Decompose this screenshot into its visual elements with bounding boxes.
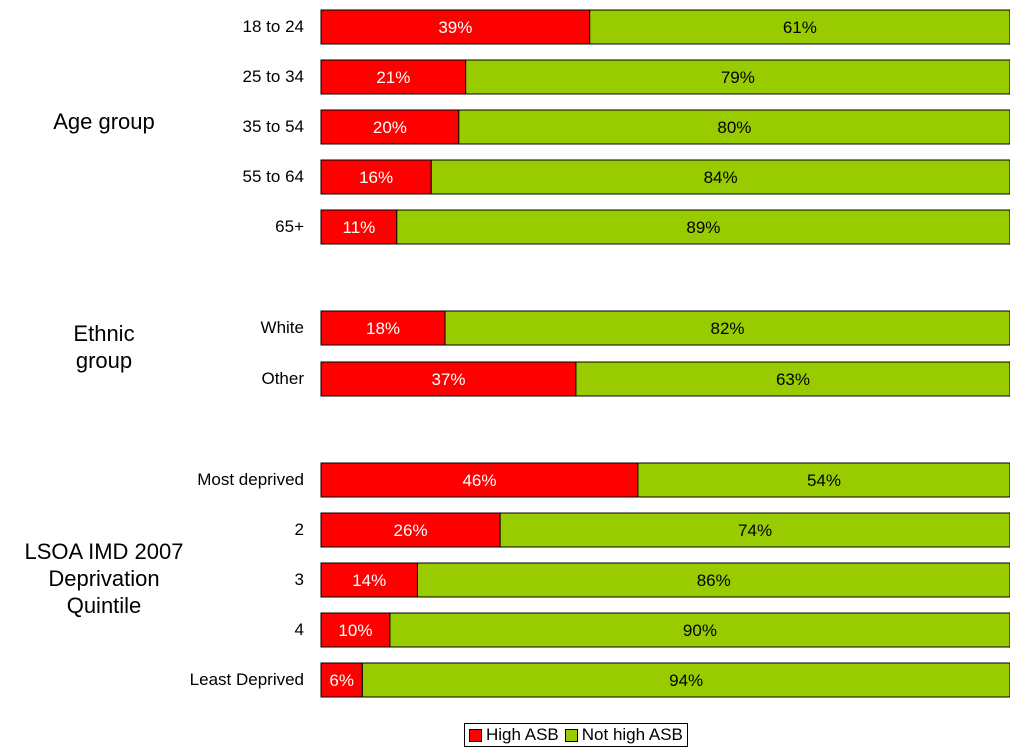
category-label-least-deprived: Least Deprived xyxy=(190,670,304,690)
group-label-line: group xyxy=(0,347,214,374)
group-label-lsoa-imd-2007-deprivation-quintile: LSOA IMD 2007 Deprivation Quintile xyxy=(0,538,214,619)
category-label-most-deprived: Most deprived xyxy=(197,470,304,490)
group-label-line: Ethnic xyxy=(0,320,214,347)
data-label-high-asb-white: 18% xyxy=(366,319,400,338)
category-label-35-to-54: 35 to 54 xyxy=(243,117,304,137)
category-label-3: 3 xyxy=(295,570,304,590)
data-label-high-asb-most-deprived: 46% xyxy=(462,471,496,490)
group-label-line: LSOA IMD 2007 xyxy=(0,538,214,565)
category-label-2: 2 xyxy=(295,520,304,540)
category-label-55-to-64: 55 to 64 xyxy=(243,167,304,187)
data-label-high-asb-55-to-64: 16% xyxy=(359,168,393,187)
legend-label-not-high-asb: Not high ASB xyxy=(582,725,683,745)
group-label-line: Quintile xyxy=(0,592,214,619)
legend-label-high-asb: High ASB xyxy=(486,725,559,745)
legend-swatch-high-asb xyxy=(469,729,482,742)
data-label-not-high-asb-white: 82% xyxy=(710,319,744,338)
data-label-not-high-asb-18-to-24: 61% xyxy=(783,18,817,37)
data-label-high-asb-18-to-24: 39% xyxy=(438,18,472,37)
group-label-age-group: Age group xyxy=(0,108,214,135)
group-label-line: Age group xyxy=(0,108,214,135)
data-label-not-high-asb-25-to-34: 79% xyxy=(721,68,755,87)
legend-swatch-not-high-asb xyxy=(565,729,578,742)
data-label-high-asb-4: 10% xyxy=(338,621,372,640)
chart-legend: High ASB Not high ASB xyxy=(464,723,688,747)
legend-item-high-asb: High ASB xyxy=(469,725,559,745)
category-label-25-to-34: 25 to 34 xyxy=(243,67,304,87)
legend-item-not-high-asb: Not high ASB xyxy=(565,725,683,745)
data-label-not-high-asb-55-to-64: 84% xyxy=(704,168,738,187)
data-label-high-asb-3: 14% xyxy=(352,571,386,590)
category-label-4: 4 xyxy=(295,620,304,640)
data-label-high-asb-other: 37% xyxy=(431,370,465,389)
data-label-high-asb-35-to-54: 20% xyxy=(373,118,407,137)
category-label-white: White xyxy=(261,318,304,338)
data-label-high-asb-65: 11% xyxy=(343,218,376,237)
category-label-other: Other xyxy=(261,369,304,389)
data-label-high-asb-2: 26% xyxy=(394,521,428,540)
category-label-18-to-24: 18 to 24 xyxy=(243,17,304,37)
data-label-not-high-asb-most-deprived: 54% xyxy=(807,471,841,490)
group-label-ethnic-group: Ethnic group xyxy=(0,320,214,374)
category-label-65: 65+ xyxy=(275,217,304,237)
data-label-not-high-asb-2: 74% xyxy=(738,521,772,540)
group-label-line: Deprivation xyxy=(0,565,214,592)
data-label-high-asb-25-to-34: 21% xyxy=(376,68,410,87)
data-label-not-high-asb-least-deprived: 94% xyxy=(669,671,703,690)
data-label-high-asb-least-deprived: 6% xyxy=(329,671,354,690)
data-label-not-high-asb-other: 63% xyxy=(776,370,810,389)
data-label-not-high-asb-3: 86% xyxy=(697,571,731,590)
data-label-not-high-asb-4: 90% xyxy=(683,621,717,640)
data-label-not-high-asb-35-to-54: 80% xyxy=(717,118,751,137)
data-label-not-high-asb-65: 89% xyxy=(686,218,720,237)
